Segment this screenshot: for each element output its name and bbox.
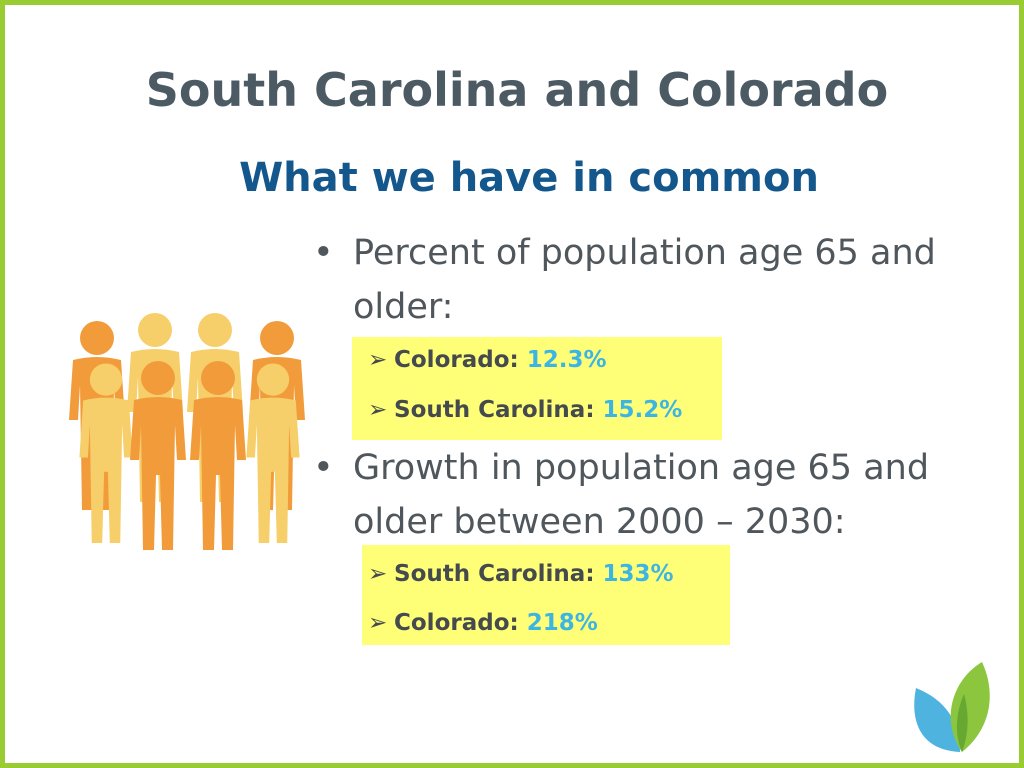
item-label: South Carolina:	[394, 397, 595, 423]
item-value: 15.2%	[602, 397, 683, 423]
bullet-marker: •	[313, 448, 334, 488]
slide-subtitle: What we have in common	[239, 155, 819, 201]
bullet-marker: •	[313, 233, 334, 273]
list-item: ➢ Colorado: 218%	[368, 610, 598, 636]
slide-title: South Carolina and Colorado	[145, 63, 889, 117]
list-item: ➢ Colorado: 12.3%	[368, 347, 607, 373]
bullet-text: Growth in population age 65 and older be…	[353, 448, 930, 542]
list-item: ➢ South Carolina: 133%	[368, 561, 674, 587]
item-value: 12.3%	[526, 347, 607, 373]
arrow-bullet-icon: ➢	[368, 397, 388, 423]
item-label: Colorado:	[394, 610, 519, 636]
item-value: 218%	[526, 610, 598, 636]
arrow-bullet-icon: ➢	[368, 347, 388, 373]
highlight-box	[362, 545, 730, 645]
item-label: South Carolina:	[394, 561, 595, 587]
people-group-icon	[69, 313, 305, 550]
item-label: Colorado:	[394, 347, 519, 373]
bullet-text: Percent of population age 65 and older:	[353, 233, 936, 327]
arrow-bullet-icon: ➢	[368, 610, 388, 636]
item-value: 133%	[602, 561, 674, 587]
highlight-box	[352, 337, 722, 440]
list-item: ➢ South Carolina: 15.2%	[368, 397, 682, 423]
leaf-logo-icon	[914, 662, 990, 752]
arrow-bullet-icon: ➢	[368, 561, 388, 587]
